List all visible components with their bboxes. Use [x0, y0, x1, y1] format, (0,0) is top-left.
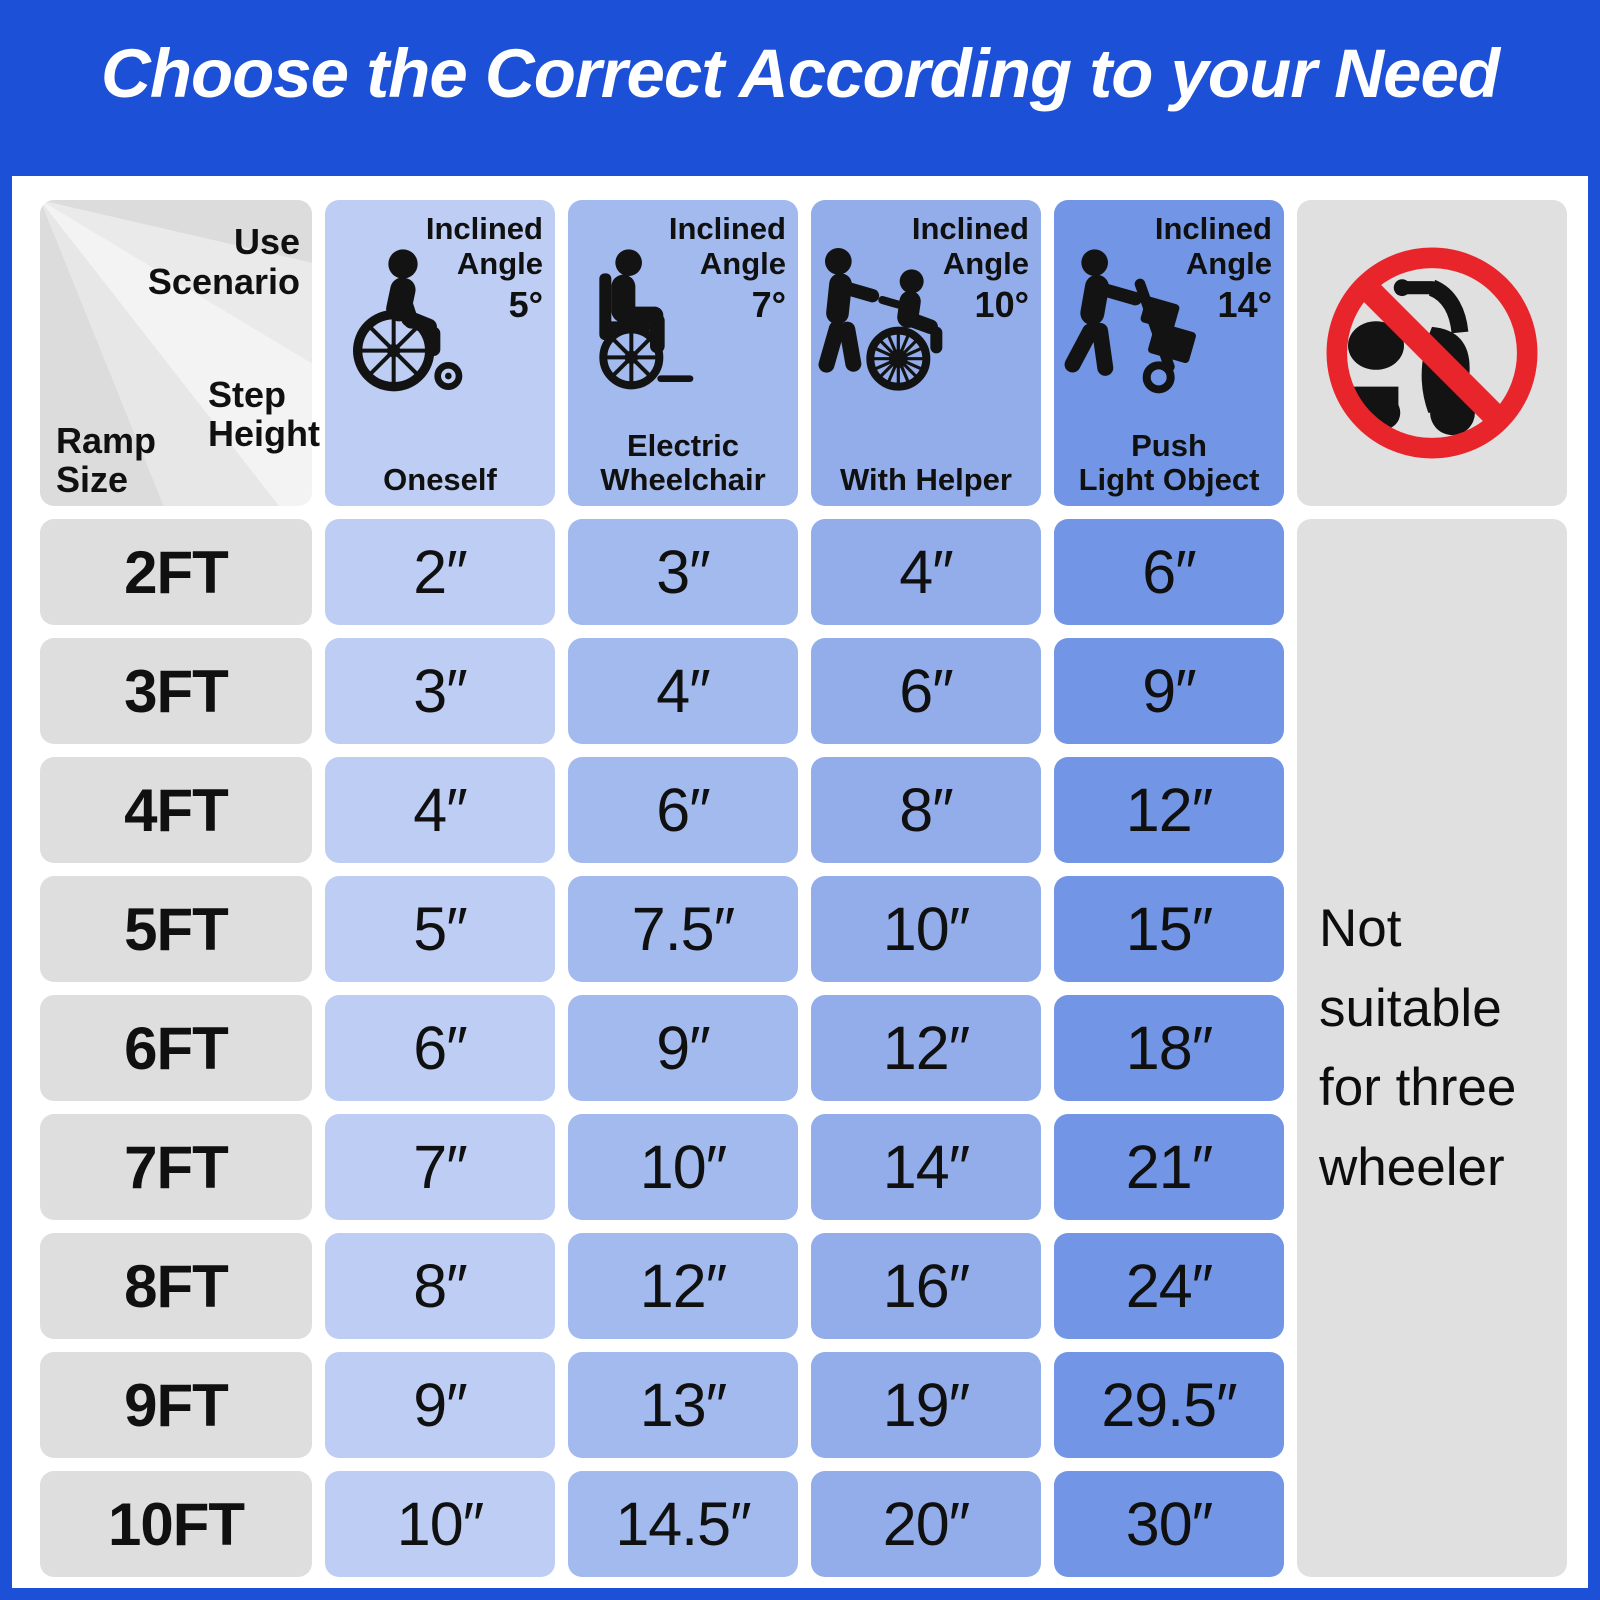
value-cell: 16″ [811, 1233, 1041, 1339]
value-cell: 24″ [1054, 1233, 1284, 1339]
value-cell: 19″ [811, 1352, 1041, 1458]
value-cell: 6″ [1054, 519, 1284, 625]
value-cell: 14.5″ [568, 1471, 798, 1577]
value-cell: 14″ [811, 1114, 1041, 1220]
content-panel: Use Scenario Step Height Ramp Size Incli… [12, 176, 1588, 1588]
column-header-with-helper: Inclined Angle 10° [811, 200, 1041, 506]
value-cell: 21″ [1054, 1114, 1284, 1220]
value-cell: 18″ [1054, 995, 1284, 1101]
value-cell: 10″ [811, 876, 1041, 982]
ramp-row-header: 9FT [40, 1352, 312, 1458]
ramp-row-header: 6FT [40, 995, 312, 1101]
value-cell: 10″ [325, 1471, 555, 1577]
wheelchair-with-helper-icon [818, 248, 943, 391]
step-height-label: Step Height [208, 373, 320, 455]
value-cell: 29.5″ [1054, 1352, 1284, 1458]
electric-wheelchair-icon [599, 249, 694, 390]
scenario-label: Oneself [383, 461, 497, 497]
value-cell: 15″ [1054, 876, 1284, 982]
use-scenario-label: Use Scenario [147, 221, 300, 302]
value-cell: 7″ [325, 1114, 555, 1220]
ramp-row-header: 4FT [40, 757, 312, 863]
scenario-label: Push Light Object [1078, 428, 1260, 497]
value-cell: 3″ [568, 519, 798, 625]
value-cell: 9″ [568, 995, 798, 1101]
angle-degree: 7° [751, 284, 786, 326]
value-cell: 6″ [325, 995, 555, 1101]
ramp-row-header: 7FT [40, 1114, 312, 1220]
no-three-wheeler-icon [1326, 247, 1538, 459]
value-cell: 12″ [1054, 757, 1284, 863]
value-cell: 7.5″ [568, 876, 798, 982]
value-cell: 4″ [325, 757, 555, 863]
ramp-row-header: 8FT [40, 1233, 312, 1339]
column-header-push-light-object: Inclined Angle 14° Push Light Object [1054, 200, 1284, 506]
inclined-angle-label: Inclined Angle 10° [911, 211, 1029, 326]
angle-degree: 10° [974, 284, 1029, 326]
ramp-row-header: 2FT [40, 519, 312, 625]
column-header-no-three-wheeler [1297, 200, 1567, 506]
ramp-size-table: Use Scenario Step Height Ramp Size Incli… [40, 200, 1567, 1577]
value-cell: 4″ [568, 638, 798, 744]
not-suitable-cell: Not suitable for three wheeler [1297, 519, 1567, 1577]
page-title: Choose the Correct According to your Nee… [101, 35, 1500, 112]
value-cell: 8″ [811, 757, 1041, 863]
value-cell: 30″ [1054, 1471, 1284, 1577]
inclined-angle-label: Inclined Angle 5° [425, 211, 543, 326]
value-cell: 12″ [568, 1233, 798, 1339]
value-cell: 3″ [325, 638, 555, 744]
value-cell: 10″ [568, 1114, 798, 1220]
column-header-electric-wheelchair: Inclined Angle 7° Electric Wheelchair [568, 200, 798, 506]
value-cell: 9″ [325, 1352, 555, 1458]
value-cell: 13″ [568, 1352, 798, 1458]
value-cell: 6″ [568, 757, 798, 863]
not-suitable-note: Not suitable for three wheeler [1319, 899, 1517, 1197]
value-cell: 8″ [325, 1233, 555, 1339]
inclined-angle-label: Inclined Angle 14° [1154, 211, 1272, 326]
ramp-row-header: 3FT [40, 638, 312, 744]
value-cell: 2″ [325, 519, 555, 625]
ramp-row-header: 10FT [40, 1471, 312, 1577]
scenario-label: Electric Wheelchair [600, 428, 766, 497]
value-cell: 12″ [811, 995, 1041, 1101]
ramp-row-header: 5FT [40, 876, 312, 982]
inclined-angle-label: Inclined Angle 7° [668, 211, 786, 326]
scenario-label: With Helper [840, 461, 1012, 497]
value-cell: 20″ [811, 1471, 1041, 1577]
angle-degree: 14° [1217, 284, 1272, 326]
manual-wheelchair-icon [353, 249, 463, 392]
ramp-size-label: Ramp Size [56, 419, 157, 501]
angle-degree: 5° [508, 284, 543, 326]
value-cell: 4″ [811, 519, 1041, 625]
hand-truck-icon [1064, 249, 1196, 394]
value-cell: 6″ [811, 638, 1041, 744]
corner-header-cell: Use Scenario Step Height Ramp Size [40, 200, 320, 506]
column-header-oneself: Inclined Angle 5° Oneself [325, 200, 555, 506]
value-cell: 9″ [1054, 638, 1284, 744]
value-cell: 5″ [325, 876, 555, 982]
